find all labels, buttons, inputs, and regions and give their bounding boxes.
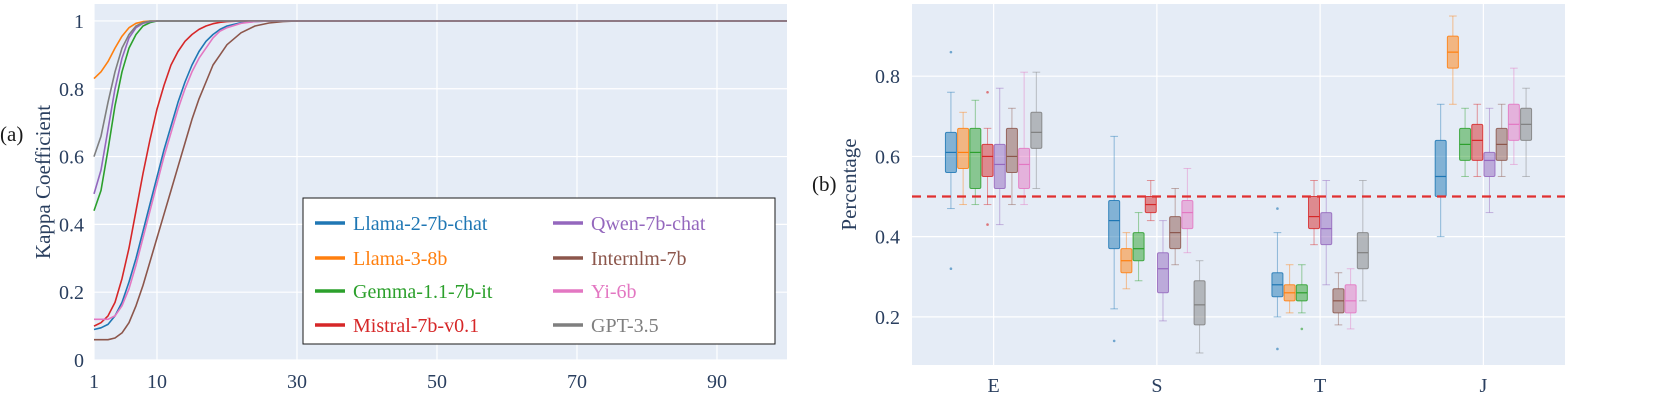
box-iqr <box>1507 103 1520 141</box>
box-glyph <box>1169 188 1182 266</box>
outlier-point <box>949 267 953 271</box>
y-axis-title-a: Kappa Coefficient <box>31 105 55 259</box>
box-iqr <box>1483 151 1496 177</box>
box-iqr <box>1005 127 1018 173</box>
y-tick-label-a: 0.8 <box>59 79 84 101</box>
box-glyph <box>1356 179 1369 302</box>
box-glyph <box>1320 179 1333 286</box>
legend-label: Qwen-7b-chat <box>591 213 706 235</box>
box-glyph <box>981 90 994 226</box>
box-iqr <box>1193 280 1206 326</box>
box-glyph <box>993 87 1006 226</box>
box-glyph <box>1483 107 1496 214</box>
legend-label: Llama-3-8b <box>353 248 447 270</box>
box-iqr <box>1356 232 1369 270</box>
y-tick-label-a: 0.2 <box>59 282 84 304</box>
x-tick-label-b: S <box>1151 375 1162 397</box>
outlier-point <box>986 223 989 226</box>
y-tick-label-a: 1 <box>74 11 84 33</box>
box-glyph <box>1308 179 1321 246</box>
outlier-point <box>986 90 989 94</box>
x-tick-label-a: 70 <box>567 371 587 393</box>
box-iqr <box>1181 200 1194 230</box>
legend-label: Yi-6b <box>591 281 637 303</box>
x-tick-label-b: J <box>1479 375 1487 397</box>
kappa-coefficient-line-chart: 0 0.2 0.4 0.6 0.8 1 1 10 30 50 70 90 Kappa Coefficie… <box>31 4 787 393</box>
box-iqr <box>1132 232 1145 262</box>
legend-box <box>302 197 776 345</box>
box-glyph <box>1446 15 1459 105</box>
box-glyph <box>1005 107 1018 206</box>
box-iqr <box>1344 284 1357 314</box>
box-iqr <box>969 127 982 190</box>
y-tick-label-a: 0.4 <box>59 214 84 236</box>
box-glyph <box>1271 207 1284 351</box>
y-tick-label-a: 0 <box>74 350 84 372</box>
box-glyph <box>1018 71 1031 206</box>
box-glyph <box>1332 272 1345 326</box>
box-glyph <box>1520 87 1533 177</box>
box-iqr <box>1156 252 1169 294</box>
y-tick-label-b: 0.4 <box>875 227 900 249</box>
outlier-point <box>1276 347 1279 351</box>
x-tick-label-a: 90 <box>707 371 727 393</box>
box-glyph <box>1495 103 1508 177</box>
y-tick-label-b: 0.8 <box>875 66 900 88</box>
box-glyph <box>944 50 957 271</box>
y-tick-label-b: 0.2 <box>875 307 900 329</box>
box-glyph <box>1132 212 1145 282</box>
x-tick-label-b: E <box>988 375 1000 397</box>
legend-label: Gemma-1.1-7b-it <box>353 281 493 303</box>
box-glyph <box>1344 268 1357 330</box>
panel-a-label: (a) <box>0 122 24 146</box>
legend-label: Mistral-7b-v0.1 <box>353 315 479 337</box>
legend-label: Llama-2-7b-chat <box>353 213 488 235</box>
box-glyph <box>1030 71 1043 190</box>
box-glyph <box>1193 260 1206 354</box>
x-tick-label-a: 50 <box>427 371 447 393</box>
box-iqr <box>1018 147 1031 190</box>
box-glyph <box>1471 103 1484 177</box>
y-tick-label-a: 0.6 <box>59 147 84 169</box>
box-glyph <box>1181 167 1194 254</box>
box-iqr <box>1434 139 1447 198</box>
box-glyph <box>1144 179 1157 222</box>
outlier-point <box>1300 327 1304 331</box>
box-iqr <box>993 143 1006 190</box>
box-glyph <box>1459 107 1472 177</box>
x-tick-label-a: 30 <box>287 371 307 393</box>
box-glyph <box>1295 264 1308 331</box>
box-iqr <box>957 127 970 169</box>
box-iqr <box>981 143 994 177</box>
outlier-point <box>1276 207 1279 210</box>
percentage-box-plot: 0.2 0.4 0.6 0.8 E S T J Percentage <box>837 4 1565 397</box>
legend-label: GPT-3.5 <box>591 315 659 337</box>
x-tick-label-a: 10 <box>147 371 167 393</box>
box-glyph <box>957 111 970 206</box>
plot-b-background <box>912 4 1565 365</box>
box-iqr <box>1471 123 1484 161</box>
series-line <box>93 20 787 157</box>
legend-label: Internlm-7b <box>591 248 687 270</box>
box-glyph <box>969 99 982 206</box>
box-glyph <box>1434 103 1447 238</box>
box-iqr <box>1030 111 1043 149</box>
x-tick-label-b: T <box>1314 375 1326 397</box>
y-tick-label-b: 0.6 <box>875 146 900 168</box>
box-glyph <box>1507 67 1520 165</box>
box-glyph <box>1283 264 1296 314</box>
box-glyph <box>1120 232 1133 290</box>
outlier-point <box>949 50 953 54</box>
panel-b-label: (b) <box>812 172 837 196</box>
box-iqr <box>1308 196 1321 230</box>
x-tick-label-a: 1 <box>89 371 99 393</box>
box-glyph <box>1108 135 1121 343</box>
y-axis-title-b: Percentage <box>837 138 861 230</box>
outlier-point <box>1112 339 1116 343</box>
box-iqr <box>1108 200 1121 250</box>
box-glyph <box>1156 220 1169 322</box>
